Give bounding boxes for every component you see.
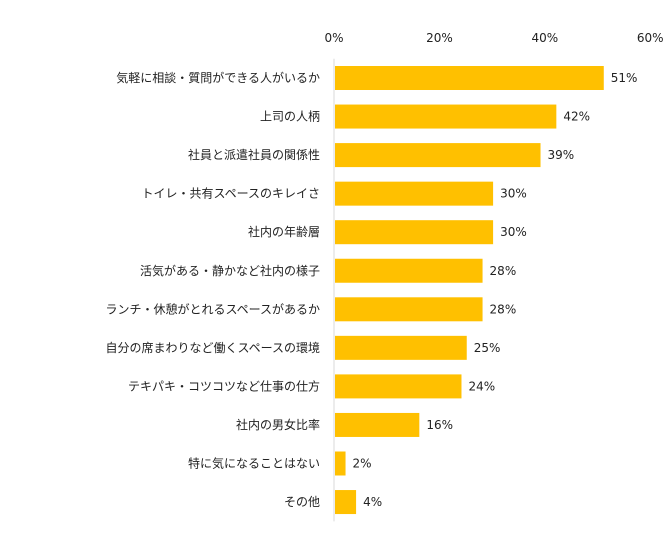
category-label: 特に気になることはない	[188, 456, 320, 471]
value-label: 39%	[548, 148, 575, 162]
bar	[335, 374, 462, 399]
category-label: 社員と派遣社員の関係性	[188, 147, 320, 162]
value-label: 28%	[490, 264, 517, 278]
value-label: 16%	[426, 418, 453, 432]
bar	[335, 412, 420, 437]
value-label: 28%	[490, 302, 517, 316]
value-label: 51%	[611, 71, 638, 85]
bar	[335, 258, 483, 283]
bar	[335, 66, 604, 90]
category-label: その他	[284, 495, 320, 509]
bar	[335, 220, 494, 245]
category-label: ランチ・休憩がとれるスペースがあるか	[105, 301, 320, 316]
x-tick-label: 40%	[531, 31, 558, 45]
bar	[335, 297, 483, 322]
category-label: 上司の人柄	[260, 110, 320, 124]
category-label: 自分の席まわりなど働くスペースの環境	[105, 340, 320, 355]
category-label: トイレ・共有スペースのキレイさ	[141, 187, 320, 201]
bar	[335, 143, 541, 168]
category-label: 社内の年齢層	[248, 224, 320, 239]
value-label: 24%	[468, 379, 495, 393]
x-tick-label: 20%	[426, 31, 453, 45]
category-label: 社内の男女比率	[236, 417, 320, 432]
x-tick-label: 0%	[324, 31, 343, 45]
category-label: 活気がある・静かなど社内の様子	[140, 263, 320, 278]
bar	[335, 104, 557, 129]
x-tick-label: 60%	[637, 31, 664, 45]
category-label: 気軽に相談・質問ができる人がいるか	[116, 70, 320, 85]
value-label: 42%	[563, 110, 590, 124]
value-label: 30%	[500, 225, 527, 239]
bar	[335, 181, 494, 206]
value-label: 30%	[500, 187, 527, 201]
bar	[335, 335, 467, 360]
category-label: テキパキ・コツコツなど仕事の仕方	[128, 378, 320, 393]
bar	[335, 451, 346, 476]
value-label: 25%	[474, 341, 501, 355]
bar	[335, 490, 357, 515]
value-label: 4%	[363, 495, 382, 509]
value-label: 2%	[353, 457, 372, 471]
